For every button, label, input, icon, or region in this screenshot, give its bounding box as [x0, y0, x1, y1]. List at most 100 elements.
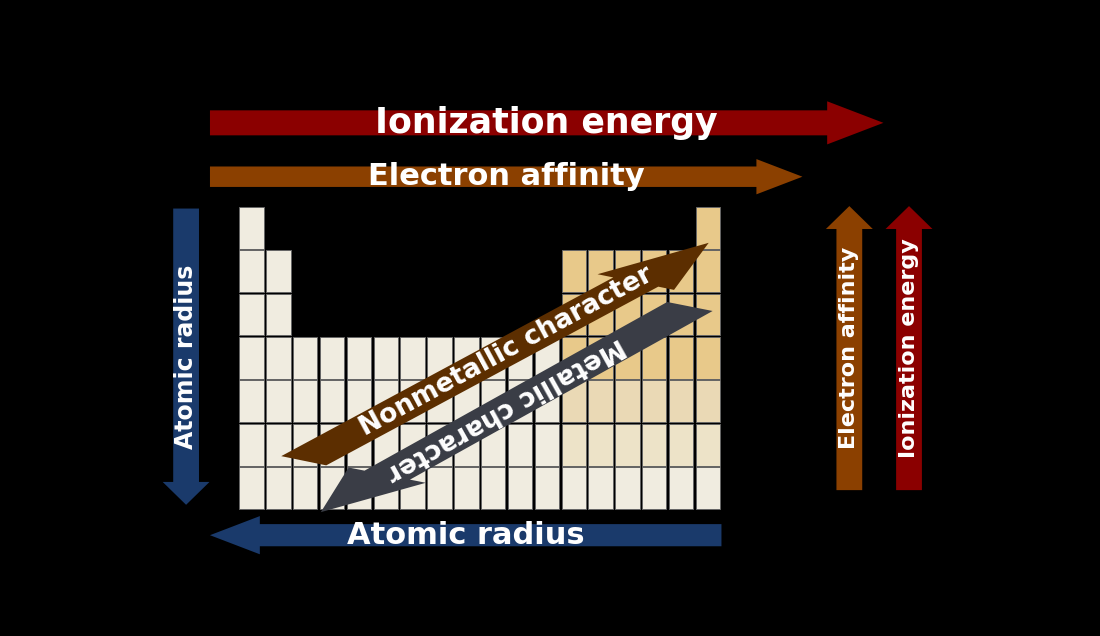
- Bar: [240, 294, 264, 335]
- Bar: [374, 467, 398, 509]
- Polygon shape: [210, 159, 802, 195]
- Bar: [374, 337, 398, 379]
- Text: Metallic character: Metallic character: [382, 332, 629, 487]
- Bar: [454, 337, 478, 379]
- Bar: [427, 380, 452, 422]
- Bar: [374, 380, 398, 422]
- Bar: [562, 337, 586, 379]
- Bar: [642, 380, 667, 422]
- Polygon shape: [210, 101, 883, 144]
- Bar: [240, 380, 264, 422]
- Bar: [320, 380, 344, 422]
- Text: Electron affinity: Electron affinity: [367, 162, 645, 191]
- Bar: [293, 380, 318, 422]
- Bar: [615, 294, 639, 335]
- Bar: [642, 250, 667, 292]
- Bar: [696, 337, 720, 379]
- Bar: [400, 467, 425, 509]
- Bar: [508, 467, 532, 509]
- Bar: [400, 337, 425, 379]
- Bar: [562, 294, 586, 335]
- Bar: [266, 294, 290, 335]
- Bar: [669, 294, 693, 335]
- Bar: [588, 424, 613, 466]
- Bar: [293, 467, 318, 509]
- Text: Electron affinity: Electron affinity: [839, 247, 859, 449]
- Bar: [669, 380, 693, 422]
- Bar: [481, 424, 505, 466]
- Bar: [454, 424, 478, 466]
- Bar: [508, 424, 532, 466]
- Bar: [266, 424, 290, 466]
- Bar: [642, 467, 667, 509]
- Bar: [669, 467, 693, 509]
- Bar: [588, 337, 613, 379]
- Text: Nonmetallic character: Nonmetallic character: [355, 262, 657, 441]
- Bar: [400, 380, 425, 422]
- Bar: [615, 250, 639, 292]
- Bar: [562, 424, 586, 466]
- Text: Atomic radius: Atomic radius: [174, 265, 198, 449]
- Bar: [266, 250, 290, 292]
- Bar: [346, 337, 371, 379]
- Bar: [240, 467, 264, 509]
- Bar: [615, 467, 639, 509]
- Bar: [320, 424, 344, 466]
- Bar: [346, 424, 371, 466]
- Polygon shape: [886, 206, 933, 490]
- Bar: [481, 380, 505, 422]
- Bar: [588, 380, 613, 422]
- Bar: [588, 467, 613, 509]
- Bar: [400, 424, 425, 466]
- Bar: [320, 337, 344, 379]
- Polygon shape: [826, 206, 872, 490]
- Bar: [293, 424, 318, 466]
- Bar: [615, 337, 639, 379]
- Bar: [427, 337, 452, 379]
- Polygon shape: [321, 302, 713, 512]
- Polygon shape: [210, 516, 722, 555]
- Bar: [615, 380, 639, 422]
- Bar: [535, 380, 559, 422]
- Bar: [562, 250, 586, 292]
- Bar: [240, 207, 264, 249]
- Text: Ionization energy: Ionization energy: [375, 106, 718, 140]
- Bar: [535, 337, 559, 379]
- Bar: [240, 250, 264, 292]
- Bar: [696, 467, 720, 509]
- Bar: [642, 424, 667, 466]
- Bar: [535, 424, 559, 466]
- Bar: [346, 467, 371, 509]
- Bar: [427, 467, 452, 509]
- Bar: [293, 337, 318, 379]
- Bar: [696, 424, 720, 466]
- Bar: [320, 467, 344, 509]
- Bar: [669, 424, 693, 466]
- Bar: [454, 380, 478, 422]
- Bar: [562, 467, 586, 509]
- Bar: [346, 380, 371, 422]
- Bar: [508, 337, 532, 379]
- Text: Atomic radius: Atomic radius: [346, 521, 584, 550]
- Bar: [562, 380, 586, 422]
- Bar: [642, 294, 667, 335]
- Text: Ionization energy: Ionization energy: [899, 238, 918, 458]
- Bar: [266, 380, 290, 422]
- Bar: [642, 337, 667, 379]
- Polygon shape: [163, 209, 209, 505]
- Polygon shape: [282, 243, 708, 466]
- Bar: [240, 337, 264, 379]
- Bar: [696, 207, 720, 249]
- Bar: [669, 337, 693, 379]
- Bar: [427, 424, 452, 466]
- Bar: [508, 380, 532, 422]
- Bar: [454, 467, 478, 509]
- Bar: [535, 467, 559, 509]
- Bar: [481, 467, 505, 509]
- Bar: [481, 337, 505, 379]
- Bar: [588, 250, 613, 292]
- Bar: [615, 424, 639, 466]
- Bar: [696, 250, 720, 292]
- Bar: [240, 424, 264, 466]
- Bar: [696, 294, 720, 335]
